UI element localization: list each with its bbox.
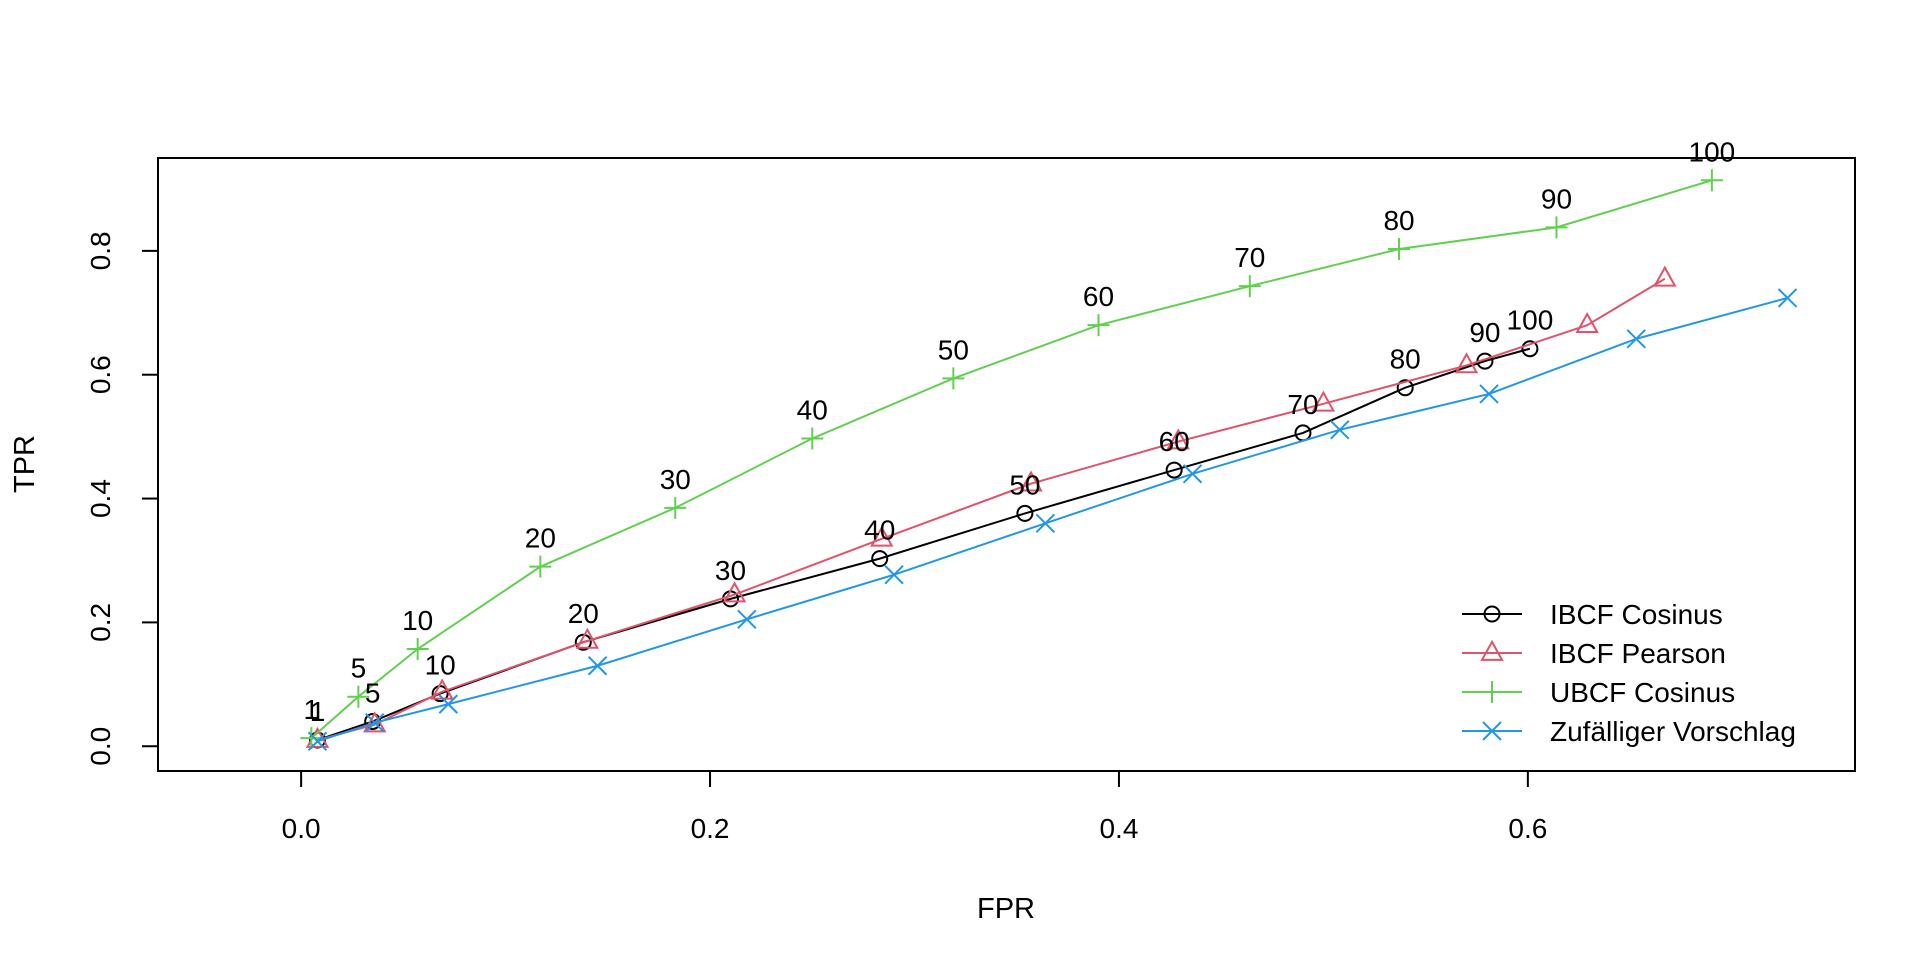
- triangle-marker: [1653, 265, 1677, 287]
- series-zuf-lliger-vorschlag: [307, 288, 1798, 751]
- legend-label: Zufälliger Vorschlag: [1550, 716, 1796, 747]
- plus-marker: [664, 496, 687, 519]
- x-marker: [884, 565, 904, 585]
- y-tick-label: 0.4: [85, 479, 116, 518]
- triangle-marker: [1166, 428, 1190, 450]
- legend-item: Zufälliger Vorschlag: [1462, 716, 1796, 747]
- series-line: [317, 277, 1666, 742]
- point-label: 60: [1159, 426, 1190, 457]
- x-marker: [1626, 329, 1646, 349]
- point-label: 50: [1009, 469, 1040, 500]
- plus-marker: [406, 638, 429, 661]
- series-line: [317, 296, 1788, 743]
- x-tick-label: 0.0: [282, 813, 321, 844]
- point-label: 80: [1383, 205, 1414, 236]
- triangle-marker: [722, 581, 747, 603]
- point-label: 10: [402, 605, 433, 636]
- y-tick-label: 0.0: [85, 727, 116, 766]
- legend-item: IBCF Pearson: [1462, 638, 1726, 669]
- triangle-marker: [1454, 352, 1479, 374]
- circle-marker: [1483, 605, 1501, 623]
- point-label: 90: [1469, 317, 1500, 348]
- triangle-marker: [575, 627, 600, 649]
- legend-label: UBCF Cosinus: [1550, 677, 1735, 708]
- y-tick-label: 0.2: [85, 603, 116, 642]
- plus-marker: [942, 367, 965, 390]
- x-marker: [438, 694, 459, 714]
- plus-marker: [1700, 169, 1723, 192]
- x-marker: [307, 731, 328, 751]
- point-label: 1: [304, 694, 320, 725]
- point-label: 70: [1234, 242, 1265, 273]
- circle-marker: [1016, 504, 1034, 522]
- legend-item: IBCF Cosinus: [1462, 599, 1723, 630]
- point-label: 100: [1689, 136, 1736, 167]
- legend: IBCF Cosinus IBCF Pearson UBCF Cosinus Zufä…: [1462, 599, 1796, 747]
- x-axis: 0.0 0.2 0.4 0.6: [282, 770, 1547, 844]
- plus-marker: [529, 555, 552, 578]
- series-line: [317, 347, 1531, 741]
- x-marker: [1482, 721, 1502, 741]
- point-label: 90: [1541, 183, 1572, 214]
- point-label: 5: [351, 653, 367, 684]
- point-label: 1: [310, 696, 326, 727]
- legend-item: UBCF Cosinus: [1462, 677, 1735, 708]
- x-tick-label: 0.6: [1508, 813, 1547, 844]
- point-label: 20: [568, 598, 599, 629]
- series-line: [310, 179, 1713, 739]
- triangle-marker: [1575, 311, 1599, 334]
- point-label: 20: [525, 523, 556, 554]
- plus-marker: [1238, 275, 1261, 298]
- series-layer: [300, 169, 1798, 751]
- plus-marker: [801, 427, 824, 450]
- triangle-marker: [1480, 639, 1504, 661]
- point-label: 5: [365, 677, 381, 708]
- x-marker: [1479, 384, 1499, 404]
- triangle-marker: [1019, 470, 1043, 492]
- x-axis-title: FPR: [977, 893, 1035, 925]
- point-label: 60: [1083, 281, 1114, 312]
- triangle-marker: [870, 525, 894, 547]
- plus-marker: [1481, 681, 1503, 703]
- point-label: 70: [1287, 389, 1318, 420]
- point-label: 30: [660, 464, 691, 495]
- series-ibcf-cosinus: [308, 340, 1539, 749]
- circle-marker: [1396, 379, 1414, 397]
- legend-label: IBCF Pearson: [1550, 638, 1726, 669]
- y-tick-label: 0.8: [85, 231, 116, 270]
- point-label: 30: [715, 555, 746, 586]
- y-tick-label: 0.6: [85, 355, 116, 394]
- plus-marker: [347, 685, 370, 708]
- point-label: 40: [864, 515, 895, 546]
- point-label: 50: [938, 334, 969, 365]
- circle-marker: [1521, 340, 1539, 358]
- x-marker: [587, 656, 608, 676]
- point-label: 40: [797, 394, 828, 425]
- circle-marker: [574, 633, 592, 651]
- x-marker: [1330, 420, 1350, 440]
- x-marker: [737, 609, 757, 630]
- legend-label: IBCF Cosinus: [1550, 599, 1723, 630]
- x-tick-label: 0.4: [1099, 813, 1138, 844]
- circle-marker: [1165, 461, 1183, 479]
- x-tick-label: 0.2: [691, 813, 730, 844]
- point-label: 80: [1390, 344, 1421, 375]
- x-marker: [1777, 288, 1798, 308]
- triangle-marker: [1311, 390, 1336, 412]
- y-axis-title: TPR: [9, 435, 41, 493]
- x-marker: [1035, 513, 1056, 534]
- plus-marker: [1388, 238, 1411, 261]
- plus-marker: [300, 727, 323, 750]
- point-label: 100: [1507, 305, 1554, 336]
- series-ubcf-cosinus: [300, 169, 1723, 750]
- circle-marker: [871, 550, 889, 568]
- x-marker: [1182, 464, 1203, 484]
- y-axis: 0.0 0.2 0.4 0.6 0.8: [85, 231, 159, 766]
- point-label: 10: [425, 650, 456, 681]
- plus-marker: [1545, 216, 1568, 239]
- plus-marker: [1087, 314, 1110, 337]
- x-marker: [365, 712, 385, 733]
